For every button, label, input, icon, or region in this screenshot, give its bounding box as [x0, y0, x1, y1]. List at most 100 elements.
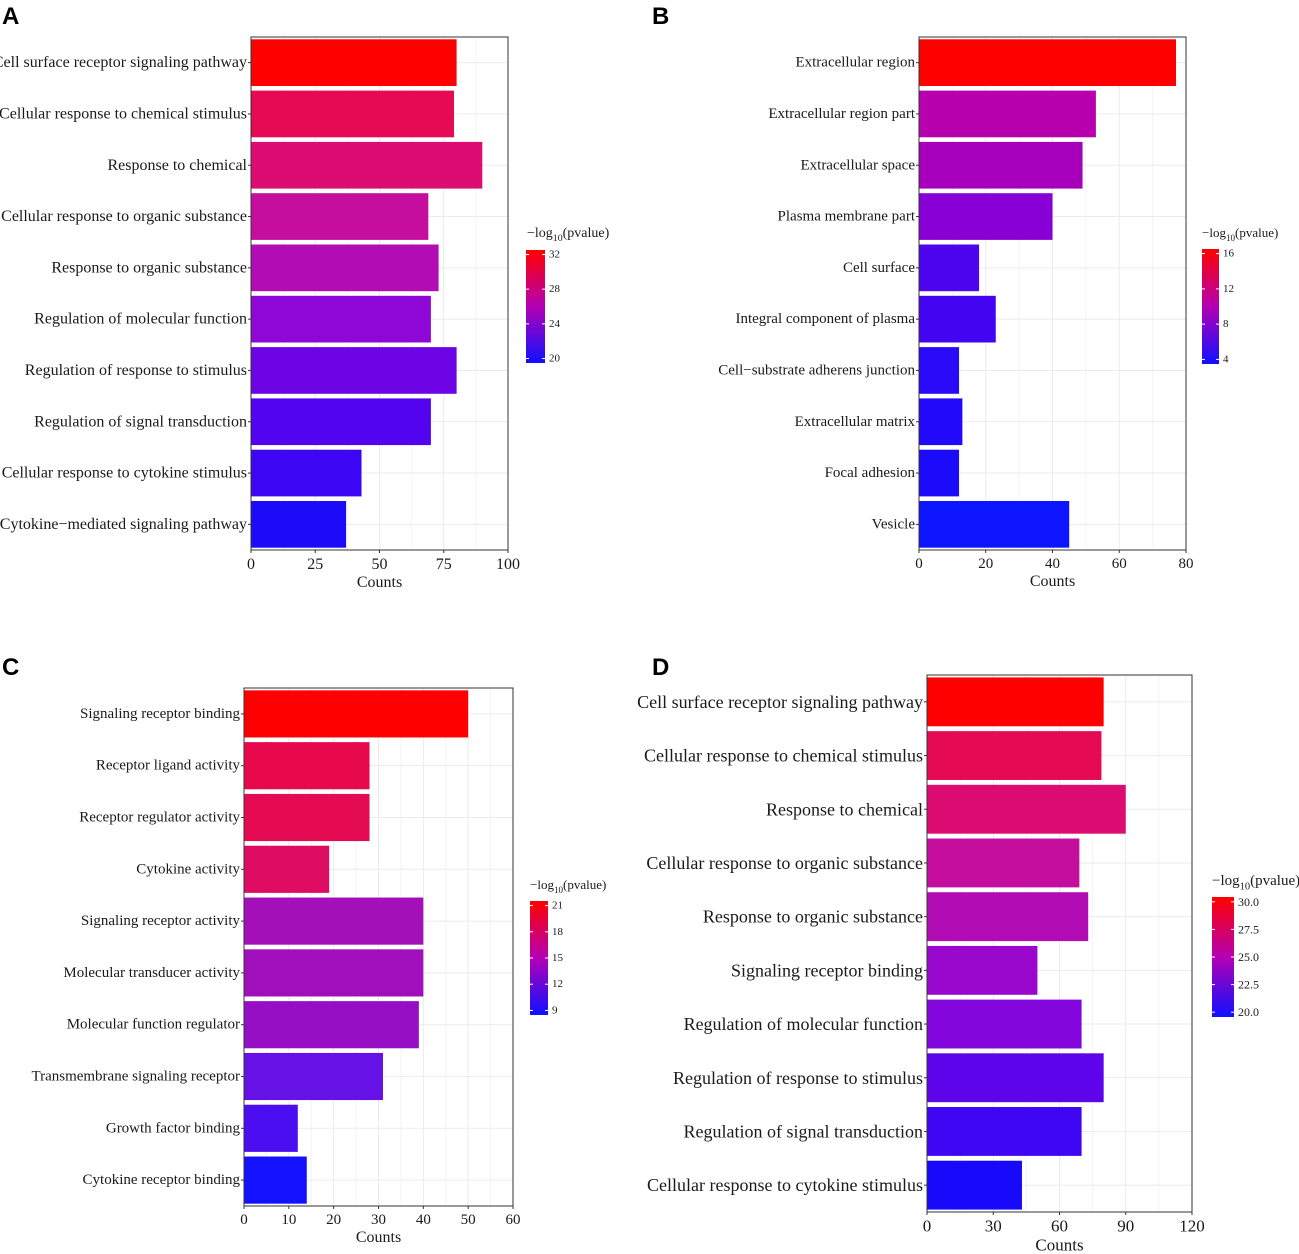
category-label: Signaling receptor binding	[731, 960, 923, 980]
legend-colorbar	[1212, 897, 1234, 1017]
category-label: Regulation of molecular function	[34, 311, 247, 328]
bar	[244, 845, 330, 893]
category-label: Cellular response to chemical stimulus	[0, 105, 247, 122]
legend-tick-label: 27.5	[1238, 922, 1259, 936]
x-tick-label: 20	[326, 1212, 341, 1228]
bar	[919, 39, 1176, 86]
bar	[244, 690, 469, 738]
x-axis-label: Counts	[1035, 1236, 1083, 1254]
legend-tick-label: 32	[549, 249, 560, 261]
legend-tick-label: 30.0	[1238, 895, 1259, 909]
category-label: Plasma membrane part	[778, 209, 916, 225]
x-tick-label: 0	[240, 1212, 248, 1228]
bar	[927, 999, 1082, 1049]
category-label: Cytokine activity	[136, 861, 240, 877]
bar	[919, 449, 960, 497]
category-label: Receptor ligand activity	[96, 758, 241, 774]
x-tick-label: 0	[915, 556, 923, 572]
category-label: Cell surface receptor signaling pathway	[0, 54, 247, 71]
bar	[244, 1052, 383, 1101]
category-label: Cellular response to cytokine stimulus	[647, 1175, 923, 1195]
bar	[919, 244, 980, 292]
bar	[244, 793, 370, 842]
category-label: Regulation of signal transduction	[684, 1121, 923, 1141]
bar	[244, 897, 424, 945]
legend-title: −log10(pvalue)	[527, 226, 610, 244]
legend-tick-label: 25.0	[1238, 950, 1259, 964]
bar	[251, 244, 439, 292]
legend-tick-label: 12	[552, 978, 563, 990]
category-label: Receptor regulator activity	[79, 810, 240, 826]
category-label: Extracellular region part	[768, 106, 915, 122]
bar	[251, 193, 429, 240]
category-label: Signaling receptor binding	[80, 706, 240, 722]
x-tick-label: 10	[281, 1212, 296, 1228]
legend-tick-label: 24	[549, 318, 561, 330]
panel-letter: C	[2, 654, 19, 681]
x-tick-label: 50	[372, 556, 388, 573]
bar	[251, 501, 347, 548]
bar	[919, 141, 1083, 189]
category-label: Cellular response to organic substance	[646, 853, 923, 873]
bar	[919, 193, 1053, 240]
x-tick-label: 90	[1117, 1217, 1134, 1236]
legend-colorbar	[1202, 249, 1219, 364]
bar	[251, 295, 431, 343]
x-tick-label: 0	[923, 1217, 932, 1236]
x-tick-label: 50	[461, 1212, 476, 1228]
bar	[244, 1001, 419, 1049]
legend-tick-label: 8	[1223, 318, 1229, 330]
category-label: Response to chemical	[766, 799, 923, 819]
bar	[927, 784, 1126, 834]
legend-title: −log10(pvalue)	[1202, 225, 1278, 243]
bar	[919, 90, 1096, 138]
legend-title: −log10(pvalue)	[1212, 873, 1299, 893]
legend-tick-label: 12	[1223, 283, 1234, 295]
category-label: Extracellular region	[795, 55, 915, 71]
x-tick-label: 120	[1179, 1217, 1205, 1236]
legend-tick-label: 4	[1223, 353, 1229, 365]
category-label: Regulation of molecular function	[684, 1014, 923, 1034]
category-label: Vesicle	[872, 516, 916, 532]
category-label: Extracellular matrix	[795, 414, 916, 430]
x-tick-label: 80	[1179, 556, 1194, 572]
bar	[927, 892, 1089, 942]
category-label: Molecular transducer activity	[63, 965, 240, 981]
x-tick-label: 0	[247, 556, 255, 573]
bar	[927, 1053, 1104, 1103]
panel-a: A Cell surface receptor signaling pathway…	[0, 3, 610, 591]
x-tick-label: 40	[1045, 556, 1060, 572]
bar	[251, 449, 362, 497]
legend-tick-label: 20	[549, 352, 561, 364]
bar	[927, 838, 1080, 888]
panel-letter: A	[2, 3, 19, 30]
x-tick-label: 30	[985, 1217, 1002, 1236]
x-tick-label: 20	[978, 556, 993, 572]
panel-letter: B	[652, 3, 669, 30]
bar	[919, 501, 1070, 548]
x-tick-label: 60	[1112, 556, 1127, 572]
category-label: Cytokine−mediated signaling pathway	[0, 516, 247, 533]
x-tick-label: 60	[506, 1212, 521, 1228]
bar	[919, 347, 960, 394]
category-label: Cellular response to organic substance	[1, 208, 247, 225]
legend-colorbar	[530, 901, 548, 1015]
bar	[244, 1104, 298, 1152]
legend-tick-label: 20.0	[1238, 1005, 1259, 1019]
legend-tick-label: 16	[1223, 248, 1235, 260]
category-label: Response to chemical	[107, 157, 247, 174]
bar	[244, 949, 424, 997]
category-label: Focal adhesion	[825, 465, 916, 481]
bar	[251, 141, 483, 189]
panel-b: B Extracellular region Extracellular regio…	[652, 3, 1278, 590]
bar	[927, 945, 1038, 995]
x-tick-label: 25	[307, 556, 323, 573]
category-label: Cell surface receptor signaling pathway	[637, 692, 923, 712]
category-label: Cellular response to chemical stimulus	[644, 746, 923, 766]
panel-letter: D	[652, 654, 669, 681]
category-label: Response to organic substance	[51, 259, 247, 276]
legend-tick-label: 28	[549, 283, 561, 295]
category-label: Extracellular space	[800, 157, 915, 173]
category-label: Cellular response to cytokine stimulus	[2, 465, 247, 482]
